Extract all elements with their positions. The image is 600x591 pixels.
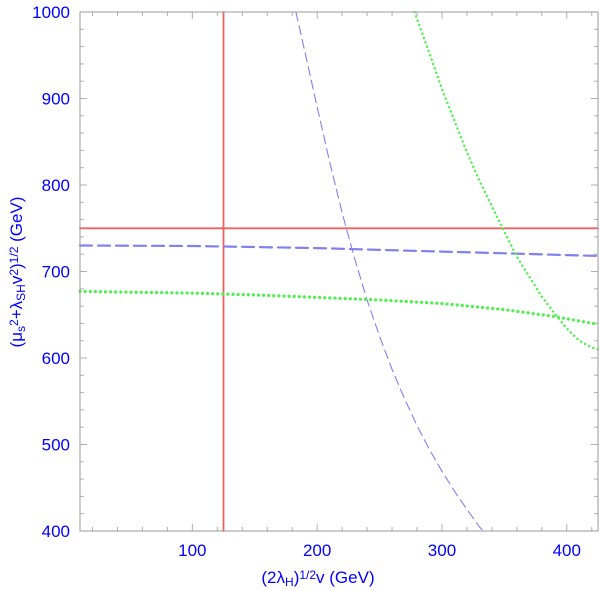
series-group — [78, 10, 600, 532]
y-axis-label: (μs2+λSHv2)1/2 (GeV) — [7, 197, 28, 348]
tick-labels: 100 200 300 400 400 500 600 700 800 900 1000 — [32, 3, 581, 560]
y-tick-label: 900 — [42, 90, 70, 109]
x-axis-label: (2λH)1/2v (GeV) — [261, 568, 374, 589]
green-dotted-thick-line — [78, 289, 600, 326]
blue-dashed-thin-line — [295, 11, 484, 532]
x-tick-label: 100 — [178, 541, 206, 560]
y-tick-label: 500 — [42, 436, 70, 455]
y-tick-label: 600 — [42, 349, 70, 368]
x-tick-label: 400 — [553, 541, 581, 560]
y-tick-label: 400 — [42, 522, 70, 541]
x-tick-label: 300 — [428, 541, 456, 560]
blue-dashed-thick-line — [78, 244, 600, 257]
y-tick-label: 1000 — [32, 3, 70, 22]
y-tick-label: 700 — [42, 263, 70, 282]
y-tick-label: 800 — [42, 176, 70, 195]
plot-frame — [79, 11, 599, 532]
x-tick-label: 200 — [303, 541, 331, 560]
green-dotted-thin-line — [413, 10, 600, 351]
tick-marks — [80, 12, 598, 531]
